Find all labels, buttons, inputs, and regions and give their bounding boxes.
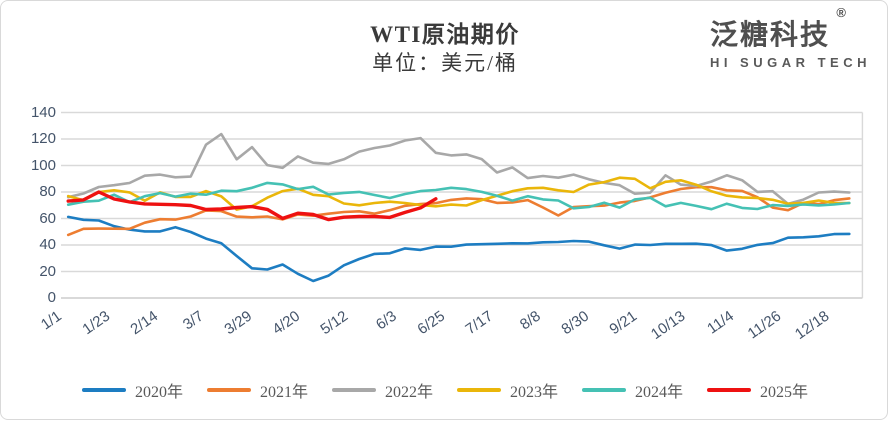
y-axis-label-40: 40 (39, 236, 56, 253)
legend-item-2023: 2023年 (457, 378, 558, 402)
registered-trademark-icon: ® (836, 5, 846, 20)
series-line-2024 (66, 181, 851, 211)
legend-item-2021: 2021年 (206, 378, 308, 402)
series-line-2020 (66, 215, 851, 283)
chart-legend: 2020年 2021年 2022年 2023年 2024年 2025年 (1, 378, 888, 402)
legend-label: 2025年 (760, 384, 809, 401)
legend-label: 2023年 (510, 384, 559, 401)
legend-swatch-icon (81, 388, 126, 392)
legend-label: 2022年 (384, 384, 433, 401)
series-line-2021 (66, 185, 851, 237)
y-axis-label-60: 60 (39, 209, 56, 227)
brand-logo: 泛糖科技 ® HI SUGAR TECH (709, 5, 871, 70)
legend-swatch-icon (582, 388, 627, 392)
legend-label: 2024年 (635, 384, 684, 401)
y-axis-label-80: 80 (39, 183, 56, 200)
y-axis-label-100: 100 (30, 156, 56, 174)
chart-subtitle: 单位：美元/桶 (372, 51, 518, 75)
y-axis-label-0: 0 (47, 289, 56, 306)
legend-swatch-icon (457, 388, 501, 392)
brand-tagline: HI SUGAR TECH (709, 55, 871, 70)
y-axis-label-20: 20 (39, 262, 56, 280)
series-line-2022 (66, 132, 851, 206)
legend-swatch-icon (707, 388, 752, 392)
legend-swatch-icon (331, 388, 376, 392)
brand-name: 泛糖科技 (709, 19, 830, 50)
legend-swatch-icon (206, 388, 251, 392)
chart-title: WTI原油期价 (370, 22, 520, 47)
y-axis-label-120: 120 (30, 130, 56, 147)
legend-item-2020: 2020年 (81, 378, 183, 402)
series-line-2025 (66, 190, 438, 222)
legend-item-2024: 2024年 (582, 378, 683, 402)
y-axis-label-140: 140 (30, 103, 56, 121)
legend-item-2022: 2022年 (331, 378, 433, 402)
legend-item-2025: 2025年 (707, 378, 808, 402)
legend-label: 2021年 (259, 384, 308, 401)
legend-label: 2020年 (134, 384, 183, 401)
